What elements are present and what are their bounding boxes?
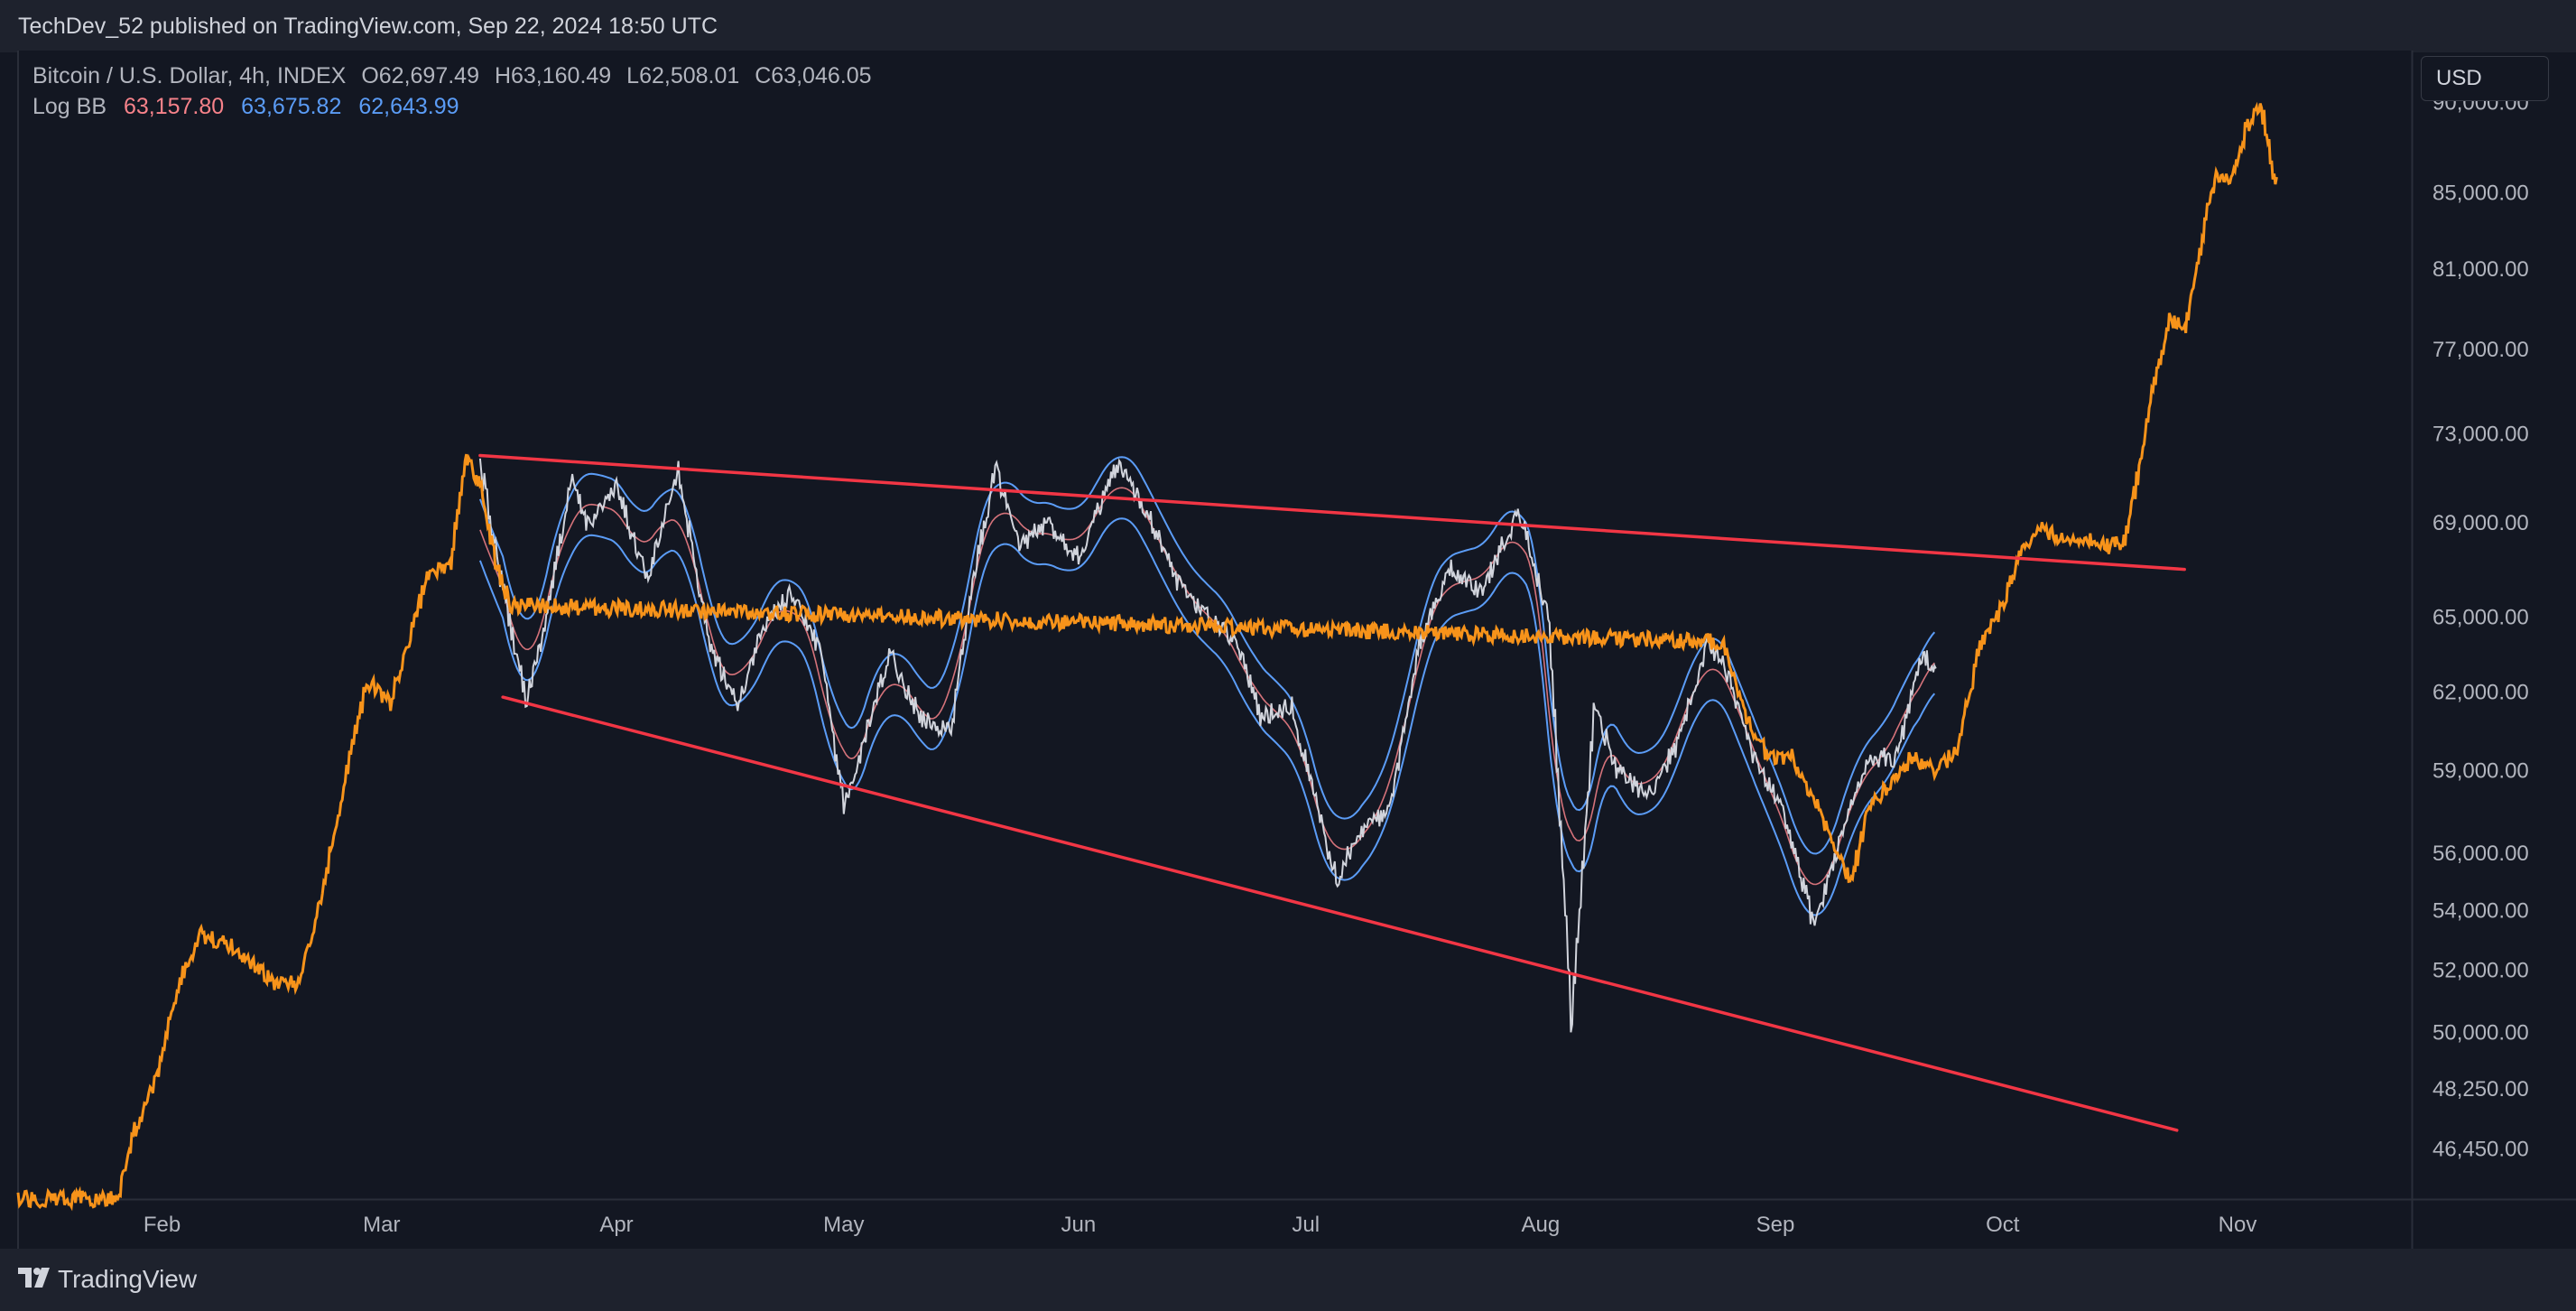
y-tick-label: 59,000.00 [2432, 758, 2529, 783]
bb-upper-value: 63,675.82 [241, 94, 342, 119]
legend-indicator-row: Log BB 63,157.80 63,675.82 62,643.99 [32, 94, 459, 120]
tradingview-logo-icon[interactable] [18, 1264, 54, 1291]
ohlc-low: L62,508.01 [626, 63, 740, 88]
publish-info: TechDev_52 published on TradingView.com,… [18, 14, 718, 39]
lower-trendline [501, 695, 2179, 1132]
bb-lower-line [478, 517, 1936, 916]
y-tick-label: 69,000.00 [2432, 511, 2529, 535]
trendlines[interactable] [478, 453, 2186, 1132]
x-tick-label: Nov [2219, 1213, 2257, 1237]
x-tick-label: Mar [363, 1213, 400, 1237]
indicator-name[interactable]: Log BB [32, 94, 107, 119]
x-tick-label: Apr [599, 1213, 633, 1237]
y-tick-label: 62,000.00 [2432, 681, 2529, 705]
upper-trendline [478, 453, 2186, 572]
publish-bar [0, 0, 2576, 52]
x-tick-label: Feb [144, 1213, 181, 1237]
price-series-2024 [478, 458, 1937, 1033]
footer-bar [0, 1249, 2576, 1311]
price-series [16, 101, 2278, 1212]
y-tick-label: 73,000.00 [2432, 422, 2529, 446]
y-tick-label: 56,000.00 [2432, 841, 2529, 866]
y-tick-label: 52,000.00 [2432, 959, 2529, 983]
x-tick-label: Jun [1061, 1213, 1097, 1237]
currency-button[interactable]: USD [2421, 56, 2549, 101]
legend-symbol-row: Bitcoin / U.S. Dollar, 4h, INDEX O62,697… [32, 63, 872, 89]
bb-lower-value: 62,643.99 [358, 94, 459, 119]
ohlc-close: C63,046.05 [755, 63, 872, 88]
price-chart[interactable]: 90,000.0085,000.0081,000.0077,000.0073,0… [0, 0, 2576, 1249]
y-tick-label: 85,000.00 [2432, 181, 2529, 206]
symbol-name: Bitcoin / U.S. Dollar, 4h, INDEX [32, 63, 347, 88]
bb-upper-band [478, 456, 1936, 855]
y-tick-label: 81,000.00 [2432, 257, 2529, 282]
y-tick-label: 54,000.00 [2432, 899, 2529, 924]
bb-upper-line [478, 456, 1936, 855]
ohlc-open: O62,697.49 [361, 63, 479, 88]
y-tick-label: 65,000.00 [2432, 606, 2529, 630]
tradingview-brand[interactable]: TradingView [58, 1265, 198, 1293]
ohlc-high: H63,160.49 [494, 63, 612, 88]
x-tick-label: Jul [1292, 1213, 1320, 1237]
x-tick-label: Aug [1522, 1213, 1561, 1237]
y-tick-label: 50,000.00 [2432, 1020, 2529, 1045]
time-axis[interactable]: Feb Mar Apr May Jun Jul Aug Sep Oct Nov [144, 1213, 2257, 1237]
y-tick-label: 46,450.00 [2432, 1137, 2529, 1161]
x-tick-label: Oct [1986, 1213, 2020, 1237]
price-axis[interactable]: 90,000.0085,000.0081,000.0077,000.0073,0… [2432, 91, 2529, 1162]
bb-lower-band [478, 517, 1936, 916]
y-tick-label: 48,250.00 [2432, 1077, 2529, 1102]
y-tick-label: 77,000.00 [2432, 338, 2529, 362]
x-tick-label: May [823, 1213, 864, 1237]
price-series-overlay [16, 101, 2278, 1212]
bb-basis-value: 63,157.80 [123, 94, 225, 119]
x-tick-label: Sep [1756, 1213, 1795, 1237]
